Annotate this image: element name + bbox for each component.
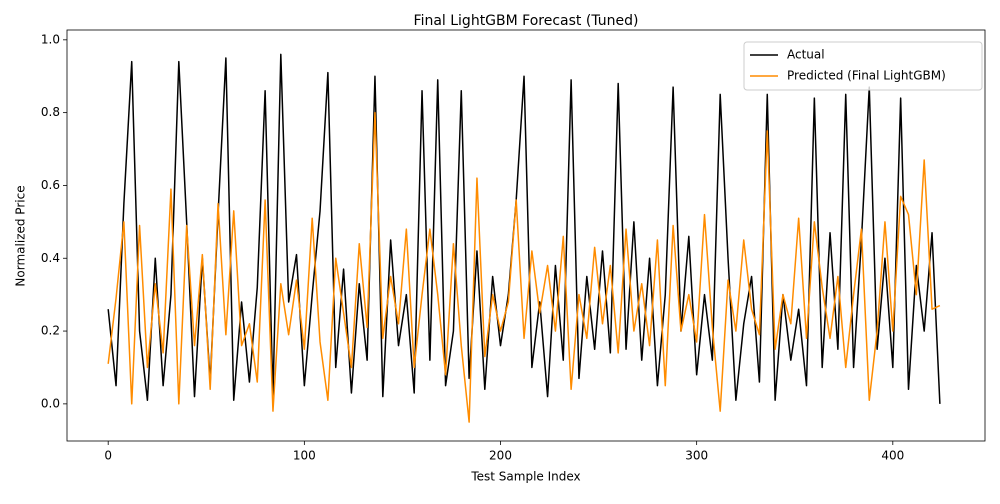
y-tick-label: 0.4 [41, 251, 60, 265]
y-tick-label: 0.8 [41, 105, 60, 119]
y-axis-label: Normalized Price [14, 185, 28, 286]
x-tick-label: 0 [104, 449, 112, 463]
x-tick-label: 400 [881, 449, 904, 463]
x-tick-label: 300 [685, 449, 708, 463]
plot-frame [66, 29, 986, 442]
series-line [107, 111, 941, 423]
x-axis-label: Test Sample Index [470, 470, 580, 484]
y-tick-label: 0.2 [41, 324, 60, 338]
y-tick-label: 1.0 [41, 32, 60, 46]
legend-label: Predicted (Final LightGBM) [787, 69, 946, 83]
y-tick-label: 0.6 [41, 178, 60, 192]
y-tick-label: 0.0 [41, 396, 60, 410]
legend-box [743, 41, 983, 91]
x-tick-label: 200 [489, 449, 512, 463]
series-line [107, 53, 941, 404]
legend-label: Actual [787, 48, 825, 62]
x-tick-label: 100 [293, 449, 316, 463]
chart-title: Final LightGBM Forecast (Tuned) [414, 13, 639, 29]
